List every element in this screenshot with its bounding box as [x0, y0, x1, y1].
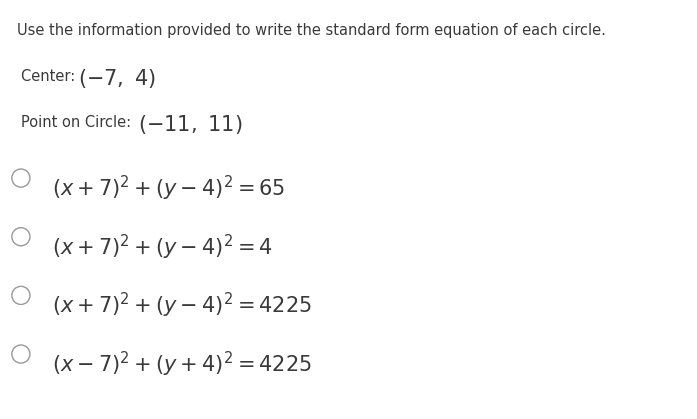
Text: $(x + 7)^2 + (y - 4)^2 = 4225$: $(x + 7)^2 + (y - 4)^2 = 4225$ — [52, 291, 312, 321]
Text: $(x - 7)^2 + (y + 4)^2 = 4225$: $(x - 7)^2 + (y + 4)^2 = 4225$ — [52, 350, 312, 379]
Text: $(-7,\ 4)$: $(-7,\ 4)$ — [78, 67, 156, 90]
Text: Use the information provided to write the standard form equation of each circle.: Use the information provided to write th… — [17, 23, 606, 38]
Text: Point on Circle:: Point on Circle: — [21, 115, 136, 130]
Text: $(x + 7)^2 + (y - 4)^2 = 4$: $(x + 7)^2 + (y - 4)^2 = 4$ — [52, 233, 273, 262]
Text: Center:: Center: — [21, 69, 79, 84]
Text: $(-11,\ 11)$: $(-11,\ 11)$ — [138, 113, 243, 136]
Text: $(x + 7)^2 + (y - 4)^2 = 65$: $(x + 7)^2 + (y - 4)^2 = 65$ — [52, 174, 286, 203]
